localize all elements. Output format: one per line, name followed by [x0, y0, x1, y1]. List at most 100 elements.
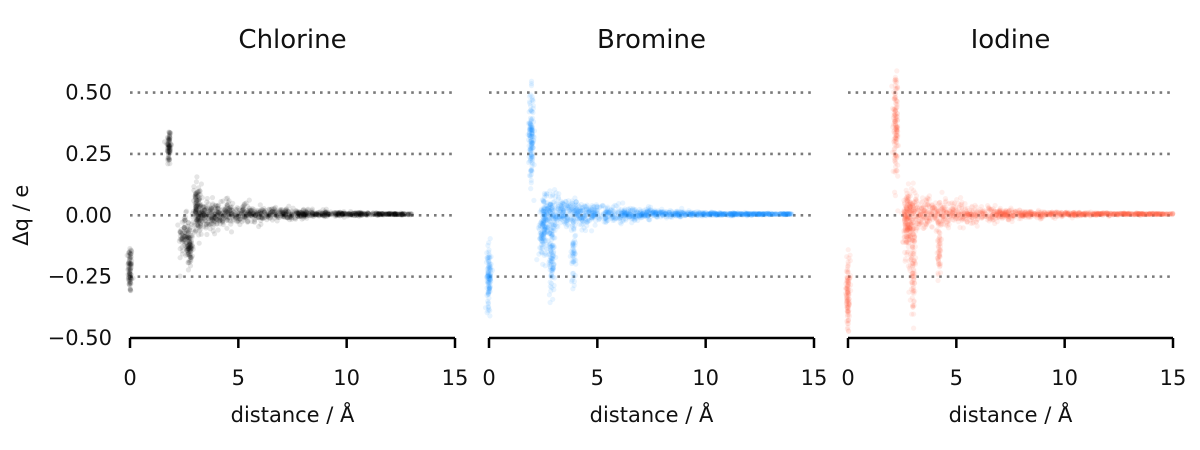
data-point	[210, 201, 216, 207]
data-point	[166, 147, 172, 153]
data-point	[363, 211, 369, 217]
data-point	[486, 276, 492, 282]
data-point	[244, 219, 251, 225]
data-point	[188, 239, 194, 245]
data-point	[235, 212, 241, 218]
data-point	[320, 212, 326, 219]
data-point	[901, 216, 908, 222]
data-point	[353, 211, 359, 217]
data-point	[127, 270, 133, 277]
data-point	[528, 147, 534, 153]
data-point	[177, 273, 183, 279]
data-point	[542, 192, 548, 198]
data-point	[278, 207, 284, 213]
data-point	[485, 280, 491, 286]
data-point	[128, 263, 134, 269]
data-point	[127, 261, 134, 267]
data-point	[530, 137, 536, 143]
data-point	[527, 123, 533, 129]
data-point	[487, 274, 493, 280]
data-point	[348, 210, 354, 216]
data-point	[185, 235, 191, 241]
scatter-points	[843, 68, 1176, 334]
data-point	[213, 208, 219, 214]
data-point	[486, 285, 492, 292]
data-point	[195, 210, 202, 216]
data-point	[357, 210, 363, 216]
data-point	[198, 222, 204, 228]
data-point	[197, 209, 203, 215]
data-point	[259, 209, 265, 215]
data-point	[487, 271, 493, 277]
data-point	[567, 211, 573, 217]
data-point	[283, 214, 290, 220]
data-point	[224, 195, 231, 201]
data-point	[265, 211, 271, 218]
data-point	[271, 206, 277, 212]
data-point	[243, 215, 249, 221]
data-point	[359, 210, 365, 216]
data-point	[380, 211, 386, 218]
data-point	[339, 211, 345, 217]
data-point	[251, 218, 257, 224]
data-point	[352, 210, 358, 217]
data-point	[485, 279, 491, 285]
data-point	[892, 193, 899, 199]
data-point	[527, 120, 533, 127]
data-point	[486, 279, 492, 285]
data-point	[526, 132, 533, 138]
data-point	[243, 211, 249, 217]
data-point	[399, 212, 405, 218]
data-point	[295, 213, 301, 219]
data-point	[239, 219, 245, 225]
data-point	[127, 271, 133, 277]
data-point	[189, 243, 195, 249]
data-point	[528, 149, 534, 155]
data-point	[315, 209, 321, 216]
data-point	[484, 310, 490, 316]
data-point	[527, 158, 533, 164]
data-point	[545, 238, 551, 244]
data-point	[650, 209, 657, 215]
data-point	[720, 211, 726, 217]
data-point	[188, 238, 194, 244]
data-point	[238, 211, 244, 217]
data-point	[283, 212, 289, 219]
data-point	[195, 189, 201, 195]
data-point	[254, 211, 260, 217]
data-point	[127, 286, 133, 292]
data-point	[344, 211, 350, 217]
data-point	[895, 125, 901, 131]
data-point	[392, 211, 398, 217]
data-point	[165, 142, 172, 148]
data-point	[237, 216, 243, 222]
data-point	[275, 213, 281, 219]
data-point	[232, 213, 238, 219]
data-point	[127, 267, 133, 274]
data-point	[217, 221, 223, 227]
data-point	[488, 261, 494, 267]
data-point	[288, 211, 294, 217]
data-point	[530, 140, 536, 146]
data-point	[228, 218, 234, 224]
data-point	[250, 211, 256, 218]
data-point	[195, 202, 201, 208]
data-point	[188, 244, 194, 250]
data-point	[486, 286, 492, 293]
data-point	[615, 208, 622, 215]
data-point	[126, 250, 132, 256]
data-point	[183, 228, 189, 234]
data-point	[187, 224, 193, 230]
data-point	[220, 218, 226, 224]
data-point	[309, 206, 315, 212]
data-point	[166, 145, 172, 151]
data-point	[528, 180, 534, 186]
data-point	[202, 218, 209, 224]
data-point	[345, 211, 351, 217]
data-point	[226, 205, 232, 211]
data-point	[212, 211, 219, 217]
data-point	[893, 132, 899, 138]
data-point	[486, 285, 492, 291]
data-point	[297, 213, 303, 219]
data-point	[283, 206, 290, 212]
